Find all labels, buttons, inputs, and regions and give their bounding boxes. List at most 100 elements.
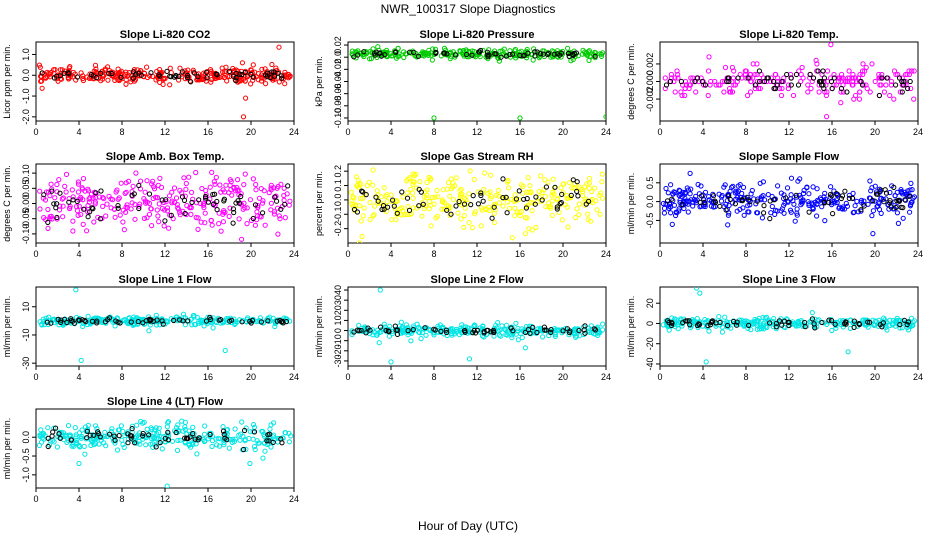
data-point bbox=[565, 224, 571, 230]
reference-point bbox=[191, 70, 197, 76]
data-point bbox=[706, 197, 712, 203]
data-point bbox=[137, 178, 144, 184]
data-point bbox=[509, 235, 515, 241]
data-point bbox=[272, 319, 278, 325]
data-point bbox=[684, 185, 690, 191]
data-point bbox=[453, 175, 459, 181]
data-point bbox=[892, 193, 898, 199]
reference-point bbox=[591, 326, 597, 332]
data-point bbox=[576, 201, 583, 207]
x-tick-label: 24 bbox=[289, 127, 299, 137]
data-point bbox=[695, 181, 701, 188]
data-point bbox=[247, 197, 253, 203]
y-axis-label: kPa per min. bbox=[314, 56, 324, 107]
data-point bbox=[287, 318, 293, 324]
y-tick-label: -20 bbox=[645, 337, 655, 350]
data-point bbox=[67, 64, 73, 70]
reference-point bbox=[516, 188, 522, 194]
data-point bbox=[908, 315, 915, 321]
data-point bbox=[671, 202, 678, 208]
reference-point bbox=[905, 85, 911, 92]
data-point bbox=[140, 436, 146, 442]
outlier-point bbox=[388, 359, 394, 365]
reference-point bbox=[97, 216, 104, 222]
data-point bbox=[461, 224, 467, 230]
data-point bbox=[217, 182, 223, 188]
reference-point bbox=[441, 50, 447, 56]
data-point bbox=[683, 198, 689, 204]
data-point bbox=[123, 189, 129, 195]
data-point bbox=[263, 81, 269, 87]
data-point bbox=[208, 217, 214, 223]
reference-point bbox=[896, 198, 903, 204]
data-point bbox=[367, 217, 373, 223]
data-point bbox=[493, 192, 499, 198]
reference-point bbox=[214, 198, 220, 205]
reference-point bbox=[788, 75, 794, 81]
y-tick-label: -0.10 bbox=[333, 108, 343, 129]
data-point bbox=[202, 210, 208, 216]
reference-point bbox=[726, 75, 732, 81]
data-point bbox=[143, 442, 149, 448]
reference-point bbox=[173, 72, 179, 79]
data-point bbox=[586, 180, 593, 186]
reference-point bbox=[548, 329, 554, 335]
reference-point bbox=[136, 182, 142, 189]
data-point bbox=[824, 89, 830, 95]
x-tick-label: 24 bbox=[913, 127, 923, 137]
points-group bbox=[349, 287, 606, 365]
x-tick-label: 16 bbox=[827, 127, 837, 137]
data-point bbox=[220, 424, 226, 430]
reference-point bbox=[525, 327, 532, 333]
data-point bbox=[778, 92, 785, 99]
outlier-point bbox=[243, 95, 249, 101]
data-point bbox=[883, 82, 889, 88]
reference-point bbox=[517, 52, 523, 59]
data-point bbox=[722, 182, 728, 188]
data-point bbox=[796, 192, 802, 198]
reference-point bbox=[534, 329, 540, 336]
reference-point bbox=[692, 78, 698, 85]
x-tick-label: 24 bbox=[601, 372, 611, 382]
data-point bbox=[788, 175, 795, 181]
data-point bbox=[725, 222, 731, 228]
x-tick-label: 0 bbox=[657, 249, 662, 259]
data-point bbox=[586, 325, 592, 331]
data-point bbox=[126, 178, 132, 184]
data-point bbox=[118, 68, 125, 74]
data-point bbox=[73, 440, 79, 447]
reference-point bbox=[140, 433, 146, 439]
data-point bbox=[144, 178, 150, 184]
reference-point bbox=[699, 78, 705, 85]
data-point bbox=[369, 327, 376, 333]
data-point bbox=[234, 319, 240, 325]
reference-point bbox=[58, 317, 64, 323]
data-point bbox=[142, 198, 148, 204]
reference-point bbox=[469, 52, 475, 58]
y-tick-label: 20 bbox=[645, 298, 655, 308]
reference-point bbox=[551, 51, 557, 57]
data-point bbox=[846, 68, 852, 74]
data-point bbox=[833, 82, 839, 88]
data-point bbox=[485, 190, 491, 196]
reference-point bbox=[282, 201, 288, 207]
data-point bbox=[134, 422, 140, 428]
reference-point bbox=[70, 197, 76, 203]
data-point bbox=[889, 321, 895, 327]
data-point bbox=[370, 332, 376, 338]
reference-point bbox=[68, 316, 74, 322]
reference-point bbox=[723, 207, 729, 213]
data-point bbox=[839, 206, 846, 212]
reference-point bbox=[829, 318, 835, 324]
reference-point bbox=[510, 328, 516, 334]
reference-point bbox=[68, 437, 74, 443]
data-point bbox=[165, 319, 171, 325]
data-point bbox=[872, 78, 878, 85]
data-point bbox=[466, 220, 472, 226]
data-point bbox=[441, 45, 448, 52]
data-point bbox=[878, 210, 884, 216]
data-point bbox=[281, 192, 287, 199]
reference-point bbox=[523, 205, 530, 211]
reference-point bbox=[107, 431, 113, 437]
data-point bbox=[215, 435, 221, 441]
